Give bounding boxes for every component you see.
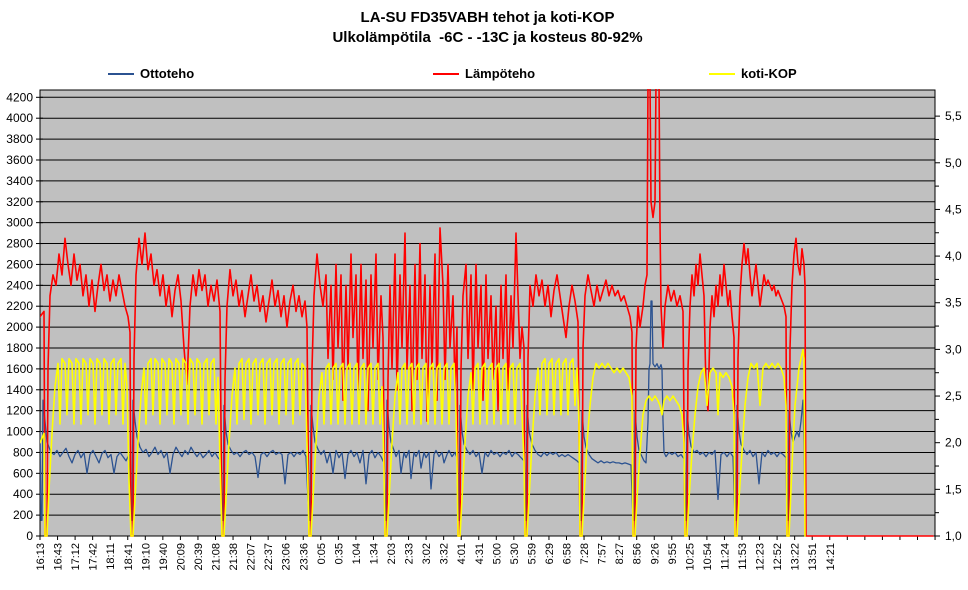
left-axis-label: 400 — [13, 487, 33, 501]
x-axis-label: 23:36 — [298, 543, 310, 571]
left-axis-label: 3800 — [6, 132, 33, 146]
x-axis-label: 19:10 — [140, 543, 152, 571]
left-axis-label: 1800 — [6, 341, 33, 355]
left-axis-label: 0 — [26, 529, 33, 543]
x-axis-label: 7:28 — [579, 543, 591, 564]
series-group — [40, 89, 934, 537]
x-axis-label: 0:05 — [316, 543, 328, 564]
x-axis-label: 11:24 — [719, 543, 731, 570]
right-axis-label: 2,5 — [945, 389, 962, 403]
x-axis-label: 10:25 — [684, 543, 696, 571]
left-axis-label: 2400 — [6, 278, 33, 292]
left-axis-label: 3400 — [6, 174, 33, 188]
x-axis-label: 22:37 — [263, 543, 275, 571]
lampoteho-line-swatch-icon — [433, 72, 459, 75]
left-axis-label: 2000 — [6, 320, 33, 334]
x-axis-label: 2:33 — [404, 543, 416, 564]
x-axis-label: 20:39 — [193, 543, 205, 571]
x-axis-label: 10:54 — [702, 543, 714, 571]
x-axis-label: 7:57 — [597, 543, 609, 564]
right-axis-label: 3,5 — [945, 296, 962, 310]
chart-title-line2: Ulkolämpötila -6C - -13C ja kosteus 80-9… — [332, 29, 643, 46]
x-axis-label: 5:00 — [491, 543, 503, 564]
x-axis-label: 17:12 — [70, 543, 82, 571]
left-axis-label: 200 — [13, 508, 33, 522]
x-axis-label: 6:58 — [562, 543, 574, 564]
right-axis-label: 1,5 — [945, 482, 962, 496]
ottoteho-line-swatch-icon — [108, 72, 134, 75]
x-axis-label: 13:51 — [807, 543, 819, 571]
left-axis-label: 1600 — [6, 362, 33, 376]
left-axis-label: 4200 — [6, 90, 33, 104]
legend-label-ottoteho: Ottoteho — [140, 66, 195, 81]
x-axis-label: 18:41 — [123, 543, 135, 571]
chart-legend: Ottoteho Lämpöteho koti-KOP — [0, 66, 968, 84]
x-axis-label: 13:22 — [790, 543, 802, 571]
x-axis-label: 0:35 — [333, 543, 345, 564]
x-axis-label: 12:23 — [755, 543, 767, 571]
left-axis-label: 3000 — [6, 216, 33, 230]
left-axis-label: 3600 — [6, 153, 33, 167]
x-axis-label: 9:55 — [667, 543, 679, 564]
left-axis-label: 800 — [13, 445, 33, 459]
right-axis-label: 5,0 — [945, 156, 962, 170]
x-axis-label: 1:34 — [368, 543, 380, 564]
x-axis-label: 23:06 — [281, 543, 293, 571]
left-axis-label: 1200 — [6, 404, 33, 418]
left-axis-label: 1000 — [6, 425, 33, 439]
legend-item-lampoteho: Lämpöteho — [433, 66, 535, 81]
x-axis-label: 1:04 — [351, 543, 363, 564]
x-axis-label: 4:01 — [456, 543, 468, 564]
x-axis-label: 17:42 — [88, 543, 100, 571]
plot-border — [39, 89, 936, 537]
x-axis-label: 21:08 — [211, 543, 223, 571]
legend-label-koti-kop: koti-KOP — [741, 66, 797, 81]
left-axis-label: 600 — [13, 466, 33, 480]
x-axis-label: 16:43 — [53, 543, 65, 571]
right-axis-label: 4,0 — [945, 249, 962, 263]
x-axis-label: 5:59 — [526, 543, 538, 564]
right-axis-label: 4,5 — [945, 202, 962, 216]
right-axis-label: 1,0 — [945, 529, 962, 543]
chart-title: LA-SU FD35VABH tehot ja koti-KOP Ulkoläm… — [40, 8, 935, 48]
x-axis-label: 9:26 — [649, 543, 661, 564]
left-axis-label: 2800 — [6, 237, 33, 251]
chart-title-line1: LA-SU FD35VABH tehot ja koti-KOP — [360, 9, 615, 26]
legend-item-ottoteho: Ottoteho — [108, 66, 194, 81]
x-axis-label: 21:38 — [228, 543, 240, 571]
x-axis-label: 8:27 — [614, 543, 626, 564]
x-axis-label: 16:13 — [35, 543, 47, 571]
x-axis-label: 5:30 — [509, 543, 521, 564]
x-axis-label: 14:21 — [825, 543, 837, 571]
x-axis-label: 18:11 — [105, 543, 117, 570]
x-axis-label: 20:09 — [175, 543, 187, 571]
x-axis-label: 6:29 — [544, 543, 556, 564]
x-axis-label: 22:07 — [246, 543, 258, 571]
right-axis-label: 3,0 — [945, 342, 962, 356]
left-axis-label: 1400 — [6, 383, 33, 397]
legend-label-lampoteho: Lämpöteho — [465, 66, 536, 81]
left-axis-label: 3200 — [6, 195, 33, 209]
legend-item-koti-kop: koti-KOP — [709, 66, 797, 81]
x-axis-label: 19:40 — [158, 543, 170, 571]
x-axis-label: 3:02 — [421, 543, 433, 564]
x-axis-label: 2:03 — [386, 543, 398, 564]
x-axis-label: 12:52 — [772, 543, 784, 571]
left-axis-label: 4000 — [6, 111, 33, 125]
x-axis-label: 4:31 — [474, 543, 486, 564]
x-axis-label: 3:32 — [439, 543, 451, 564]
right-axis-label: 2,0 — [945, 436, 962, 450]
series-line-koti-kop — [40, 348, 806, 537]
koti-kop-line-swatch-icon — [709, 72, 735, 75]
right-axis-label: 5,5 — [945, 109, 962, 123]
left-axis-label: 2600 — [6, 257, 33, 271]
left-axis-label: 2200 — [6, 299, 33, 313]
x-axis-label: 11:53 — [737, 543, 749, 570]
x-axis-label: 8:56 — [632, 543, 644, 564]
